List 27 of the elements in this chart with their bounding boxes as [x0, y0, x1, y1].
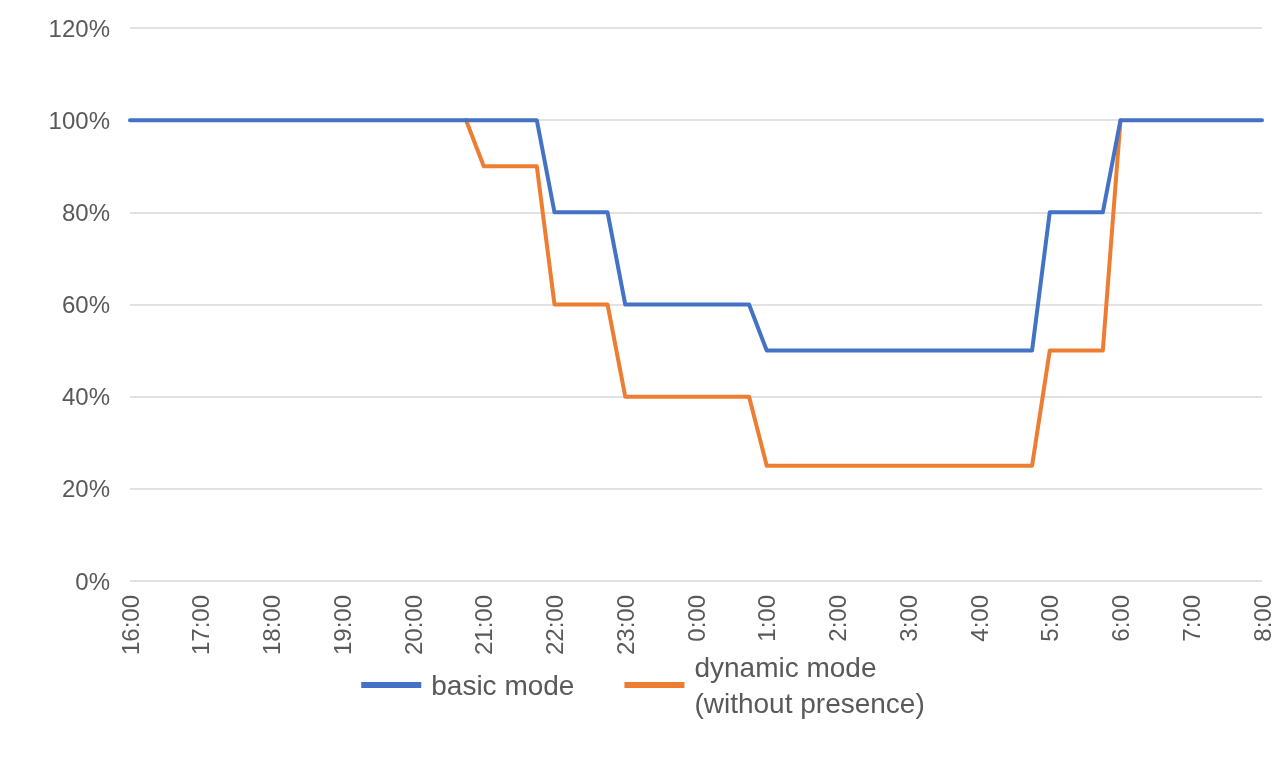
x-tick-label: 6:00 — [1107, 595, 1134, 642]
line-series — [128, 118, 1264, 353]
y-tick-label: 40% — [61, 383, 110, 411]
y-tick-label: 0% — [75, 567, 110, 595]
y-tick-label: 100% — [48, 106, 110, 134]
x-tick-label: 16:00 — [116, 595, 144, 656]
x-tick-label: 0:00 — [682, 595, 710, 642]
y-tick-label: 120% — [48, 14, 110, 42]
x-tick-label: 22:00 — [541, 595, 568, 656]
legend-label: basic mode — [431, 669, 575, 701]
x-tick-label: 20:00 — [399, 595, 427, 656]
x-tick-label: 19:00 — [328, 595, 356, 656]
legend-label: dynamic mode (without presence) — [694, 651, 925, 719]
y-tick-label: 20% — [61, 475, 110, 503]
x-tick-label: 18:00 — [258, 595, 285, 656]
x-tick-label: 8:00 — [1248, 595, 1276, 642]
x-tick-label: 1:00 — [753, 595, 781, 642]
x-tick-label: 5:00 — [1036, 595, 1064, 642]
x-tick-label: 21:00 — [470, 595, 498, 656]
x-tick-label: 2:00 — [824, 595, 851, 642]
x-tick-label: 17:00 — [187, 595, 215, 656]
y-tick-label: 80% — [61, 198, 110, 226]
y-tick-label: 60% — [61, 291, 110, 318]
x-tick-label: 3:00 — [894, 595, 922, 642]
x-tick-label: 4:00 — [965, 595, 993, 642]
x-tick-label: 23:00 — [611, 595, 639, 656]
x-tick-label: 7:00 — [1177, 595, 1205, 642]
